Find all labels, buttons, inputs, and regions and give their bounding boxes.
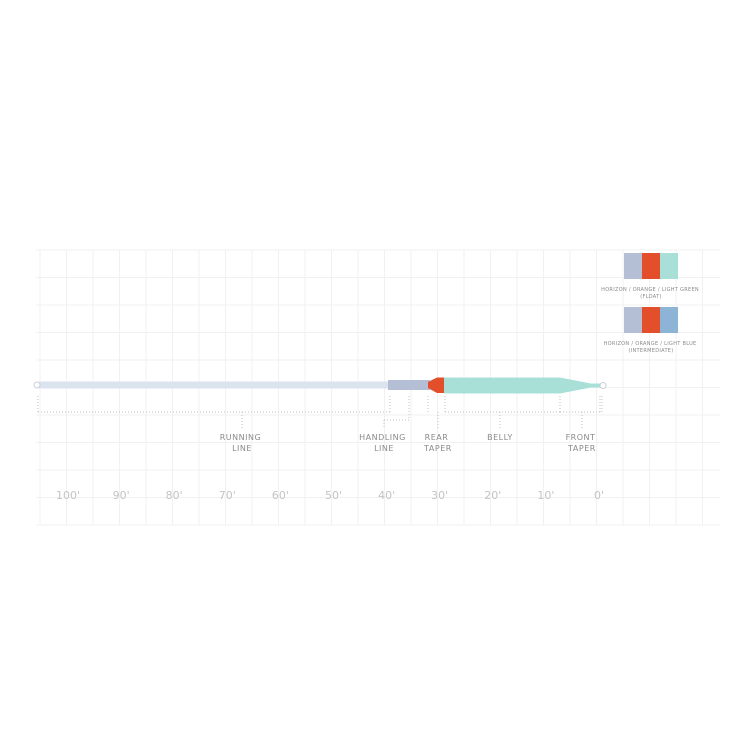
label-rear-taper: REAR TAPER xyxy=(423,433,452,453)
handling-line-segment xyxy=(388,380,430,390)
running-line-segment xyxy=(38,381,390,389)
line-end-loop xyxy=(599,382,607,389)
swatch-orange xyxy=(642,253,660,279)
label-handling-line: HANDLING LINE xyxy=(359,433,409,453)
scale-tick-label: 60' xyxy=(272,489,289,502)
belly-segment xyxy=(444,377,591,394)
scale-tick-label: 20' xyxy=(484,489,501,502)
length-scale: 100' 90' 80' 70' 60' 50' 40' 30' 20' 10' 0' xyxy=(56,489,604,502)
swatch-light-green xyxy=(660,253,678,279)
scale-tick-label: 80' xyxy=(166,489,183,502)
scale-tick-label: 30' xyxy=(431,489,448,502)
legend-float: HORIZON / ORANGE / LIGHT GREEN (FLOAT) xyxy=(601,253,701,300)
scale-tick-label: 10' xyxy=(537,489,554,502)
swatch-orange xyxy=(642,307,660,333)
scale-tick-label: 90' xyxy=(113,489,130,502)
scale-tick-label: 50' xyxy=(325,489,342,502)
scale-tick-label: 100' xyxy=(56,489,80,502)
legend-intermediate: HORIZON / ORANGE / LIGHT BLUE (INTERMEDI… xyxy=(604,307,699,354)
segment-brackets xyxy=(37,396,603,428)
rear-taper-segment xyxy=(428,377,445,393)
line-start-loop xyxy=(33,381,41,389)
legend-intermediate-label: HORIZON / ORANGE / LIGHT BLUE (INTERMEDI… xyxy=(604,341,699,354)
swatch-horizon xyxy=(624,307,642,333)
label-belly: BELLY xyxy=(487,433,513,442)
scale-tick-label: 70' xyxy=(219,489,236,502)
fly-line xyxy=(33,377,607,394)
swatch-light-blue xyxy=(660,307,678,333)
label-front-taper: FRONT TAPER xyxy=(566,433,599,453)
segment-labels: RUNNING LINE HANDLING LINE REAR TAPER BE… xyxy=(220,433,599,453)
swatch-horizon xyxy=(624,253,642,279)
legend-float-label: HORIZON / ORANGE / LIGHT GREEN (FLOAT) xyxy=(601,287,701,300)
scale-tick-label: 40' xyxy=(378,489,395,502)
scale-tick-label: 0' xyxy=(594,489,604,502)
label-running-line: RUNNING LINE xyxy=(220,433,264,453)
front-tip-segment xyxy=(589,383,601,388)
color-legend: HORIZON / ORANGE / LIGHT GREEN (FLOAT) H… xyxy=(601,253,701,354)
